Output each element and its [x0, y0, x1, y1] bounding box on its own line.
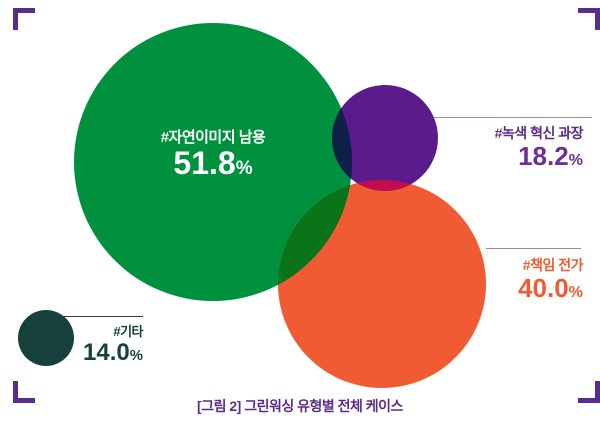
label-etc: #기타 14.0%	[43, 321, 143, 365]
label-nature-image-value: 51.8%	[113, 145, 313, 181]
label-nature-image: #자연이미지 남용 51.8%	[113, 126, 313, 181]
value-unit: %	[568, 283, 583, 301]
value-number: 40.0	[518, 273, 569, 303]
label-responsibility-shift: #책임 전가 40.0%	[433, 255, 583, 302]
leader-line-etc	[62, 316, 143, 317]
frame-bracket-bottom-right	[578, 381, 600, 403]
value-unit: %	[235, 158, 253, 179]
frame-bracket-top-left	[13, 8, 35, 30]
frame-bracket-top-right	[578, 8, 600, 30]
value-number: 51.8	[173, 145, 236, 181]
label-responsibility-shift-value: 40.0%	[433, 273, 583, 303]
value-number: 18.2	[518, 141, 569, 171]
figure-caption: [그림 2] 그린워싱 유형별 전체 케이스	[197, 398, 403, 414]
label-responsibility-shift-tag: #책임 전가	[522, 257, 584, 273]
label-green-innovation-tag: #녹색 혁신 과장	[494, 125, 584, 141]
label-green-innovation: #녹색 혁신 과장 18.2%	[433, 123, 584, 171]
value-unit: %	[568, 151, 583, 169]
frame-bracket-bottom-left	[13, 381, 35, 403]
label-etc-value: 14.0%	[43, 340, 143, 365]
leader-line-green-innovation	[434, 117, 592, 118]
label-nature-image-tag: #자연이미지 남용	[160, 129, 266, 146]
bubble-green-innovation	[332, 85, 438, 191]
bubble-nature-image	[74, 23, 352, 301]
bubble-etc	[18, 310, 74, 366]
value-unit: %	[129, 348, 143, 364]
value-number: 14.0	[83, 339, 130, 366]
label-etc-tag: #기타	[113, 324, 143, 339]
overlap-green-orange	[278, 180, 352, 301]
leader-line-responsibility-shift	[486, 248, 581, 249]
label-green-innovation-value: 18.2%	[433, 141, 583, 171]
